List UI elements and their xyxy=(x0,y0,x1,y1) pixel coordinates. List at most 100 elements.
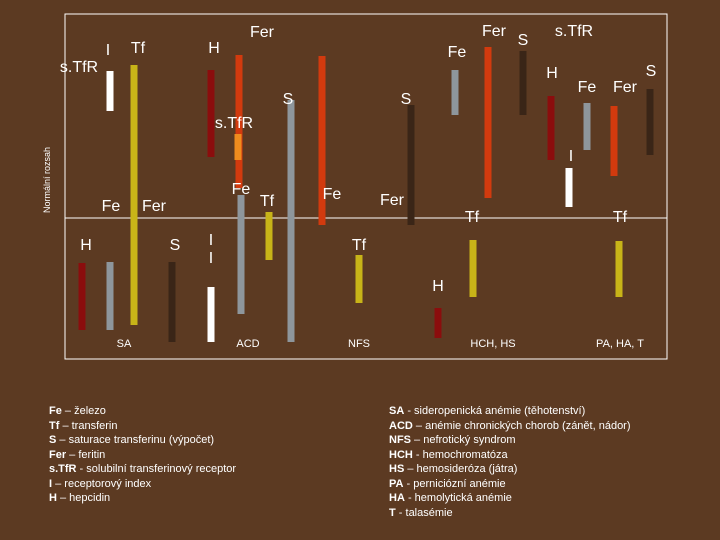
legend-desc: - hemolytická anémie xyxy=(404,492,512,504)
label-tf: Tf xyxy=(131,40,146,57)
legend-desc: – saturace transferinu (výpočet) xyxy=(56,434,215,446)
bar-s xyxy=(106,262,114,330)
legend-item: HA - hemolytická anémie xyxy=(389,491,631,506)
diagram-frame xyxy=(64,13,668,360)
legend-term: I xyxy=(49,477,53,490)
label-fe: Fe xyxy=(578,79,597,96)
legend-term: ACD xyxy=(389,419,413,432)
label-fer: Fer xyxy=(142,198,167,215)
bar-i xyxy=(106,71,114,111)
label-s: S xyxy=(518,32,529,49)
label-stfr: s.TfR xyxy=(215,115,253,132)
legend-term: PA xyxy=(389,477,404,490)
label-fe: Fe xyxy=(448,44,467,61)
label-i: I xyxy=(106,42,110,59)
legend-item: s.TfR - solubilní transferinový receptor xyxy=(49,462,236,477)
legend-desc: – hepcidin xyxy=(56,492,111,504)
legend-desc: – železo xyxy=(61,405,106,417)
legend-item: ACD – anémie chronických chorob (zánět, … xyxy=(389,419,631,434)
legend-desc: - talasémie xyxy=(395,506,453,519)
legend-item: S – saturace transferinu (výpočet) xyxy=(49,433,236,448)
bar-tf xyxy=(615,241,623,297)
label-fe: Fe xyxy=(323,186,342,203)
label-fer: Fer xyxy=(482,23,507,40)
condition-legend: SA - sideropenická anémie (těhotenství) A… xyxy=(389,404,631,520)
legend-item: T - talasémie xyxy=(389,506,631,521)
bar-fer xyxy=(235,55,243,188)
label-s: S xyxy=(170,237,181,254)
legend-term: HS xyxy=(389,463,405,475)
label-i: I xyxy=(569,148,573,165)
bar-tf xyxy=(469,240,477,297)
legend-desc: – feritin xyxy=(66,448,106,461)
legend-desc: - perniciózní anémie xyxy=(403,477,506,490)
label-h: H xyxy=(432,278,444,295)
label-fer: Fer xyxy=(613,79,638,96)
label-tf: Tf xyxy=(352,237,367,254)
bar-h xyxy=(168,262,176,342)
legend-desc: - sideropenická anémie (těhotenství) xyxy=(404,405,586,417)
legend-term: NFS xyxy=(389,434,411,446)
bar-fer xyxy=(484,47,492,198)
normal-range-label: Normální rozsah xyxy=(42,147,52,213)
legend-item: PA - perniciózní anémie xyxy=(389,477,631,492)
label-s: S xyxy=(401,91,412,108)
label-s: S xyxy=(283,91,294,108)
legend-term: Fe xyxy=(49,405,62,417)
bar-h xyxy=(646,89,654,155)
label-fer: Fer xyxy=(380,192,405,209)
label-fer: Fer xyxy=(250,24,275,41)
legend-desc: – hemosideróza (játra) xyxy=(404,463,518,475)
condition-label: ACD xyxy=(236,338,259,350)
label-i: I xyxy=(209,232,213,249)
condition-label: SA xyxy=(117,338,132,350)
legend-item: Fer – feritin xyxy=(49,448,236,463)
label-tf: Tf xyxy=(260,193,275,210)
legend-item: Tf – transferin xyxy=(49,419,236,434)
label-fe: Fe xyxy=(232,181,251,198)
condition-label: HCH, HS xyxy=(470,338,515,350)
bar-h xyxy=(519,51,527,115)
legend-term: H xyxy=(49,492,57,504)
legend-desc: – nefrotický syndrom xyxy=(411,434,516,446)
label-stfr: s.TfR xyxy=(555,23,593,40)
legend-term: s.TfR xyxy=(49,463,77,475)
legend-term: T xyxy=(389,506,396,519)
bar-tf xyxy=(355,255,363,303)
label-i: I xyxy=(209,250,213,267)
condition-label: PA, HA, T xyxy=(596,338,644,350)
bar-stfr xyxy=(234,134,242,160)
label-stfr: s.TfR xyxy=(60,59,98,76)
legend-desc: – receptorový index xyxy=(52,477,152,490)
legend-term: HA xyxy=(389,492,405,504)
legend-term: Tf xyxy=(49,419,60,432)
legend-item: I – receptorový index xyxy=(49,477,236,492)
label-h: H xyxy=(208,40,220,57)
bar-h xyxy=(407,105,415,225)
bar-fer xyxy=(318,56,326,225)
marker-legend: Fe – železo Tf – transferin S – saturace t… xyxy=(49,404,236,506)
legend-item: Fe – železo xyxy=(49,404,236,419)
legend-desc: – transferin xyxy=(59,419,118,432)
bar-i xyxy=(565,168,573,207)
condition-label: NFS xyxy=(348,338,370,350)
bar-s xyxy=(237,195,245,314)
legend-item: HCH - hemochromatóza xyxy=(389,448,631,463)
legend-term: Fer xyxy=(49,448,67,461)
bar-fe xyxy=(434,308,442,338)
legend-item: SA - sideropenická anémie (těhotenství) xyxy=(389,404,631,419)
legend-desc: – anémie chronických chorob (zánět, nádo… xyxy=(412,419,631,432)
label-tf: Tf xyxy=(465,209,480,226)
legend-term: S xyxy=(49,434,57,446)
bar-i xyxy=(207,287,215,342)
legend-item: H – hepcidin xyxy=(49,491,236,506)
label-h: H xyxy=(80,237,92,254)
bar-fe xyxy=(207,70,215,157)
label-tf: Tf xyxy=(613,209,628,226)
bar-fe xyxy=(78,263,86,330)
bar-s xyxy=(287,100,295,342)
bar-fe xyxy=(547,96,555,160)
bar-s xyxy=(451,70,459,115)
legend-item: HS – hemosideróza (játra) xyxy=(389,462,631,477)
